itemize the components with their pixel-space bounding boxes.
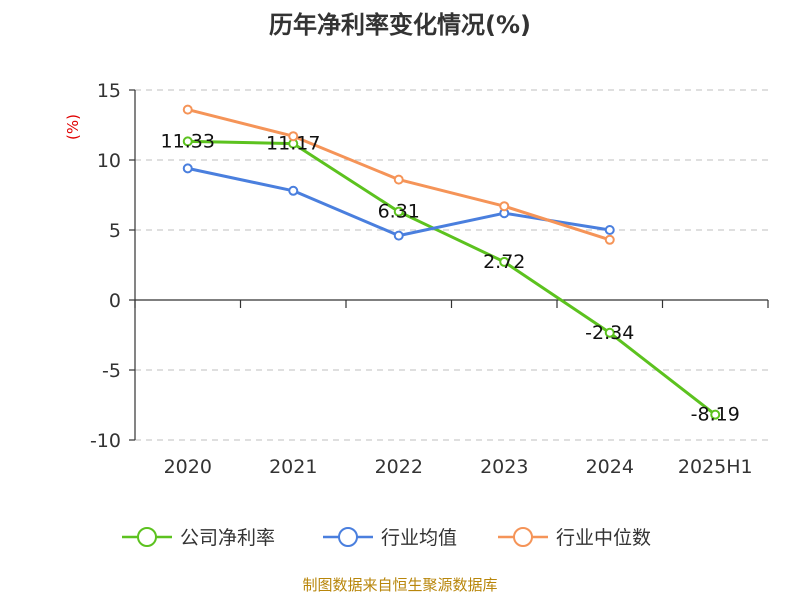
- y-tick-label: 5: [109, 220, 121, 242]
- legend-label: 行业均值: [381, 527, 457, 549]
- legend-item-1[interactable]: 行业均值: [323, 527, 457, 549]
- series-line-0: [187, 139, 717, 416]
- series-point-2: [393, 174, 404, 185]
- series-point-1: [604, 225, 615, 235]
- series-point-0: [604, 327, 615, 338]
- series-point-0: [499, 256, 510, 267]
- series-point-2: [288, 131, 299, 142]
- y-tick-label: 10: [97, 150, 121, 172]
- y-tick-label: -5: [102, 360, 121, 382]
- x-tick-label: 2021: [269, 456, 317, 478]
- series-point-2: [182, 104, 193, 115]
- series-point-1: [288, 185, 299, 196]
- y-tick-label: -10: [90, 430, 121, 452]
- legend-swatch-marker: [137, 527, 157, 547]
- x-tick-label: 2025H1: [678, 456, 753, 478]
- x-tick-label: 2023: [480, 456, 528, 478]
- y-axis-unit: (%): [64, 114, 82, 140]
- series-point-1: [182, 163, 193, 174]
- legend-item-0[interactable]: 公司净利率: [122, 527, 275, 549]
- legend-label: 公司净利率: [180, 527, 275, 549]
- data-label: 11.17: [266, 133, 320, 155]
- data-label: 6.31: [378, 201, 420, 223]
- data-label: -8.19: [691, 404, 740, 426]
- series-lines: [182, 104, 721, 420]
- series-point-0: [393, 206, 404, 217]
- x-tick-label: 2020: [164, 456, 212, 478]
- x-tick-label: 2022: [375, 456, 423, 478]
- data-label: 11.33: [161, 130, 215, 152]
- series-point-1: [393, 230, 404, 241]
- legend-label: 行业中位数: [556, 527, 651, 549]
- legend-swatch-marker: [338, 527, 358, 547]
- data-labels: 11.33 11.17 6.31 2.72 -2.34 -8.19: [161, 130, 740, 425]
- x-tick-label: 2024: [586, 456, 634, 478]
- data-label: 2.72: [483, 251, 525, 273]
- legend: 公司净利率 行业均值 行业中位数: [122, 527, 651, 549]
- chart-title: 历年净利率变化情况(%): [269, 11, 531, 39]
- series-point-2: [604, 234, 615, 245]
- source-note: 制图数据来自恒生聚源数据库: [302, 576, 497, 594]
- series-point-0: [710, 409, 721, 420]
- data-label: -2.34: [585, 322, 634, 344]
- y-tick-label: 0: [109, 290, 121, 312]
- series-point-0: [182, 136, 193, 147]
- series-point-2: [499, 201, 510, 212]
- legend-item-2[interactable]: 行业中位数: [498, 527, 651, 549]
- legend-swatch-marker: [513, 527, 533, 547]
- y-tick-label: 15: [97, 80, 121, 102]
- axes: 15 10 5 0 -5 -10 2020 2021 2022 2023 2024 2025H1: [90, 80, 769, 478]
